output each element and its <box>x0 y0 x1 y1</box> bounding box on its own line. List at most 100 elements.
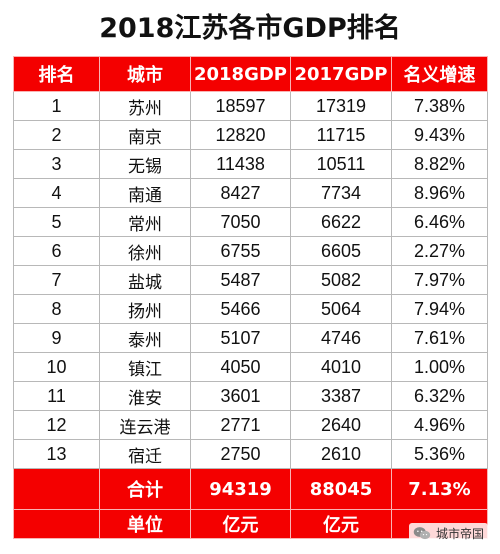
cell-gdp-2018: 7050 <box>190 207 291 237</box>
unit-empty-cell <box>13 509 100 539</box>
header-gdp-2017: 2017GDP <box>290 56 392 92</box>
cell-city: 南通 <box>99 178 191 208</box>
total-row: 合计 94319 88045 7.13% <box>13 468 488 510</box>
total-label: 合计 <box>99 468 191 510</box>
table-row: 1 苏州 18597 17319 7.38% <box>13 91 488 121</box>
cell-gdp-2018: 5487 <box>190 265 291 295</box>
table-row: 10 镇江 4050 4010 1.00% <box>13 352 488 382</box>
header-rank: 排名 <box>13 56 100 92</box>
cell-growth: 5.36% <box>391 439 488 469</box>
cell-gdp-2018: 5107 <box>190 323 291 353</box>
watermark: 城市帝国 <box>408 523 488 544</box>
header-gdp-2018: 2018GDP <box>190 56 291 92</box>
cell-growth: 7.97% <box>391 265 488 295</box>
cell-gdp-2017: 2640 <box>290 410 392 440</box>
watermark-text: 城市帝国 <box>435 527 484 541</box>
unit-row: 单位 亿元 亿元 <box>13 509 488 539</box>
cell-rank: 10 <box>13 352 100 382</box>
cell-city: 无锡 <box>99 149 191 179</box>
cell-gdp-2017: 2610 <box>290 439 392 469</box>
cell-gdp-2017: 6622 <box>290 207 392 237</box>
cell-gdp-2018: 5466 <box>190 294 291 324</box>
unit-gdp-2018: 亿元 <box>190 509 291 539</box>
cell-rank: 5 <box>13 207 100 237</box>
cell-rank: 1 <box>13 91 100 121</box>
cell-gdp-2018: 2771 <box>190 410 291 440</box>
cell-gdp-2018: 8427 <box>190 178 291 208</box>
cell-city: 扬州 <box>99 294 191 324</box>
cell-rank: 4 <box>13 178 100 208</box>
table-row: 9 泰州 5107 4746 7.61% <box>13 323 488 353</box>
table-row: 8 扬州 5466 5064 7.94% <box>13 294 488 324</box>
cell-gdp-2018: 3601 <box>190 381 291 411</box>
total-gdp-2018: 94319 <box>190 468 291 510</box>
cell-gdp-2017: 4746 <box>290 323 392 353</box>
cell-gdp-2018: 12820 <box>190 120 291 150</box>
cell-city: 淮安 <box>99 381 191 411</box>
total-empty-cell <box>13 468 100 510</box>
cell-gdp-2017: 3387 <box>290 381 392 411</box>
wechat-icon <box>413 527 431 540</box>
cell-growth: 1.00% <box>391 352 488 382</box>
cell-gdp-2018: 11438 <box>190 149 291 179</box>
cell-rank: 6 <box>13 236 100 266</box>
cell-growth: 9.43% <box>391 120 488 150</box>
header-growth: 名义增速 <box>391 56 488 92</box>
cell-gdp-2018: 6755 <box>190 236 291 266</box>
cell-city: 苏州 <box>99 91 191 121</box>
table-row: 6 徐州 6755 6605 2.27% <box>13 236 488 266</box>
table-header-row: 排名 城市 2018GDP 2017GDP 名义增速 <box>13 56 488 92</box>
total-growth: 7.13% <box>391 468 488 510</box>
cell-growth: 6.46% <box>391 207 488 237</box>
page-title: 2018江苏各市GDP排名 <box>99 13 401 44</box>
cell-rank: 12 <box>13 410 100 440</box>
cell-gdp-2017: 10511 <box>290 149 392 179</box>
gdp-ranking-table: 排名 城市 2018GDP 2017GDP 名义增速 1 苏州 18597 17319… <box>13 56 488 539</box>
total-gdp-2017: 88045 <box>290 468 392 510</box>
cell-rank: 7 <box>13 265 100 295</box>
table-row: 3 无锡 11438 10511 8.82% <box>13 149 488 179</box>
cell-gdp-2017: 5064 <box>290 294 392 324</box>
cell-rank: 9 <box>13 323 100 353</box>
cell-gdp-2017: 4010 <box>290 352 392 382</box>
cell-growth: 8.96% <box>391 178 488 208</box>
cell-rank: 13 <box>13 439 100 469</box>
cell-gdp-2017: 6605 <box>290 236 392 266</box>
cell-growth: 2.27% <box>391 236 488 266</box>
cell-city: 盐城 <box>99 265 191 295</box>
cell-growth: 7.61% <box>391 323 488 353</box>
cell-growth: 7.94% <box>391 294 488 324</box>
table-row: 13 宿迁 2750 2610 5.36% <box>13 439 488 469</box>
header-city: 城市 <box>99 56 191 92</box>
cell-gdp-2018: 18597 <box>190 91 291 121</box>
cell-growth: 4.96% <box>391 410 488 440</box>
cell-city: 泰州 <box>99 323 191 353</box>
cell-growth: 8.82% <box>391 149 488 179</box>
cell-city: 镇江 <box>99 352 191 382</box>
cell-gdp-2018: 2750 <box>190 439 291 469</box>
cell-rank: 2 <box>13 120 100 150</box>
unit-gdp-2017: 亿元 <box>290 509 392 539</box>
unit-label: 单位 <box>99 509 191 539</box>
cell-city: 常州 <box>99 207 191 237</box>
cell-growth: 6.32% <box>391 381 488 411</box>
table-row: 12 连云港 2771 2640 4.96% <box>13 410 488 440</box>
cell-rank: 8 <box>13 294 100 324</box>
table-row: 11 淮安 3601 3387 6.32% <box>13 381 488 411</box>
cell-growth: 7.38% <box>391 91 488 121</box>
cell-gdp-2018: 4050 <box>190 352 291 382</box>
cell-city: 南京 <box>99 120 191 150</box>
cell-city: 连云港 <box>99 410 191 440</box>
table-row: 4 南通 8427 7734 8.96% <box>13 178 488 208</box>
cell-city: 徐州 <box>99 236 191 266</box>
cell-rank: 11 <box>13 381 100 411</box>
cell-gdp-2017: 7734 <box>290 178 392 208</box>
cell-city: 宿迁 <box>99 439 191 469</box>
cell-gdp-2017: 11715 <box>290 120 392 150</box>
table-row: 7 盐城 5487 5082 7.97% <box>13 265 488 295</box>
table-row: 5 常州 7050 6622 6.46% <box>13 207 488 237</box>
cell-rank: 3 <box>13 149 100 179</box>
table-row: 2 南京 12820 11715 9.43% <box>13 120 488 150</box>
cell-gdp-2017: 17319 <box>290 91 392 121</box>
cell-gdp-2017: 5082 <box>290 265 392 295</box>
